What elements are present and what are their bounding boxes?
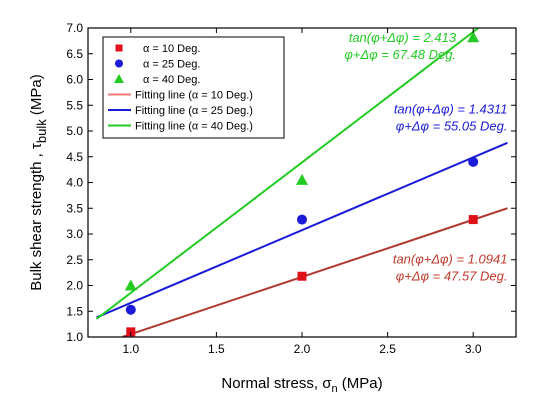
y-tick-label: 6.0 xyxy=(66,73,83,87)
x-axis-title: Normal stress, σn (MPa) xyxy=(221,375,382,395)
fit-line-1 xyxy=(121,207,508,337)
data-point-circle-2 xyxy=(297,214,307,225)
y-tick-label: 3.0 xyxy=(66,227,83,241)
x-tick-label: 1.0 xyxy=(122,342,139,356)
data-point-square-3 xyxy=(468,215,478,225)
data-point-circle-1 xyxy=(125,304,136,315)
x-tick-label: 2.5 xyxy=(379,342,396,356)
legend-marker-circle xyxy=(115,59,123,68)
legend-marker-square xyxy=(115,44,123,52)
data-point-triangle-2 xyxy=(296,173,308,185)
legend-label-3: α = 40 Deg. xyxy=(143,74,200,86)
legend-label-1: α = 10 Deg. xyxy=(143,43,200,55)
y-tick-label: 5.5 xyxy=(66,98,83,112)
data-point-triangle-1 xyxy=(124,279,137,291)
annotation-angle-1: φ+Δφ = 67.48 Deg. xyxy=(344,47,456,62)
y-tick-label: 4.5 xyxy=(66,150,83,164)
y-tick-label: 2.5 xyxy=(66,253,83,267)
legend-label-2: α = 25 Deg. xyxy=(143,59,200,71)
legend-fit-label-3: Fitting line (α = 40 Deg.) xyxy=(135,121,253,133)
legend-marker-triangle xyxy=(114,74,124,83)
legend-box xyxy=(102,36,285,139)
x-tick-label: 2.0 xyxy=(294,342,311,356)
annotation-angle-3: φ+Δφ = 47.57 Deg. xyxy=(396,268,508,283)
data-point-circle-3 xyxy=(468,156,479,167)
y-tick-label: 5.0 xyxy=(66,124,83,138)
legend-fit-label-1: Fitting line (α = 10 Deg.) xyxy=(135,90,253,102)
annotation-tan-2: tan(φ+Δφ) = 1.4311 xyxy=(394,101,508,116)
fit-line-2 xyxy=(96,141,508,319)
y-tick-label: 7.0 xyxy=(66,21,83,35)
x-tick-label: 3.0 xyxy=(465,342,482,356)
annotation-tan-1: tan(φ+Δφ) = 2.413 xyxy=(349,30,457,45)
annotation-angle-2: φ+Δφ = 55.05 Deg. xyxy=(396,118,508,133)
y-tick-label: 1.5 xyxy=(66,304,83,318)
y-tick-label: 1.0 xyxy=(66,330,83,344)
y-tick-label: 6.5 xyxy=(66,47,83,61)
y-axis-title: Bulk shear strength , τbulk (MPa) xyxy=(28,74,49,291)
y-tick-label: 2.0 xyxy=(66,279,83,293)
annotation-tan-3: tan(φ+Δφ) = 1.0941 xyxy=(393,251,508,266)
data-point-triangle-3 xyxy=(467,31,480,43)
fit-line-3 xyxy=(95,28,479,320)
x-tick-label: 1.5 xyxy=(208,342,225,356)
legend-fit-label-2: Fitting line (α = 25 Deg.) xyxy=(135,105,253,117)
data-point-square-1 xyxy=(126,327,136,337)
y-tick-label: 4.0 xyxy=(66,176,83,190)
data-point-square-2 xyxy=(297,271,307,281)
y-tick-label: 3.5 xyxy=(66,201,83,215)
